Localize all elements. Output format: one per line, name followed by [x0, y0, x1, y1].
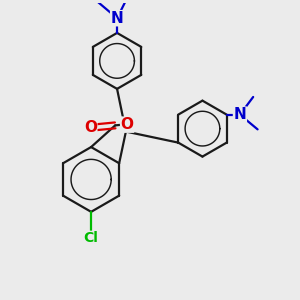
- Text: O: O: [121, 117, 134, 132]
- Text: N: N: [233, 107, 246, 122]
- Text: O: O: [84, 120, 97, 135]
- Text: N: N: [111, 11, 123, 26]
- Text: Cl: Cl: [84, 231, 98, 245]
